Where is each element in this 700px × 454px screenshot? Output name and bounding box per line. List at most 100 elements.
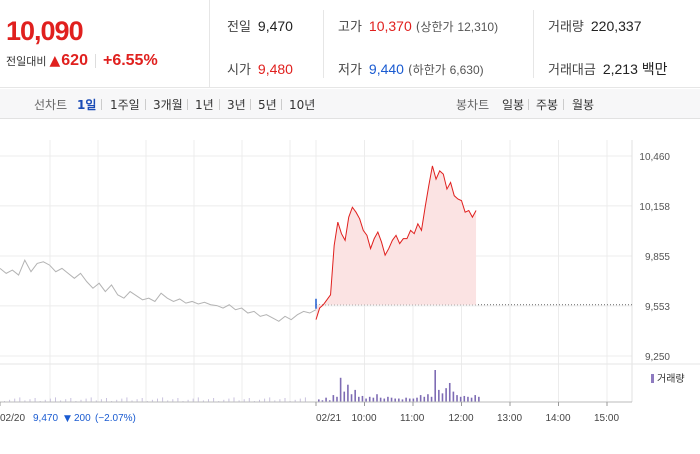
volume-bar (151, 399, 153, 402)
volume-bar (383, 398, 386, 402)
volume-bar (264, 398, 266, 402)
volume-bar (445, 388, 447, 402)
candle-weekly[interactable]: 주봉 (536, 98, 559, 112)
volume-bar (318, 399, 320, 402)
volume-bar (325, 397, 327, 402)
divider (187, 99, 188, 110)
volume-bar (162, 397, 164, 402)
volume-bar (405, 397, 407, 402)
price-chart-svg: 10,460 10,158 9,855 9,553 9,250 거래량 02/21 10:00… (0, 140, 700, 424)
volume-bar (55, 397, 56, 402)
y-tick-label: 9,855 (645, 252, 670, 263)
period-3m[interactable]: 3개월 (153, 98, 183, 112)
stat-label: 거래량 (548, 20, 584, 35)
price-chart: 10,460 10,158 9,855 9,553 9,250 거래량 02/21 10:00… (0, 120, 700, 450)
volume-bar (228, 398, 230, 402)
volume-bar (100, 399, 102, 402)
prev-close-note: 9,470 (33, 413, 58, 424)
volume-bar (347, 384, 349, 402)
volume-bar (376, 394, 378, 402)
upper-limit: (상한가 12,310) (415, 20, 499, 34)
volume-bar (427, 394, 429, 402)
volume-bar (463, 395, 466, 402)
volume-bar (474, 395, 477, 402)
volume-bar (208, 399, 209, 402)
y-tick-label: 10,460 (639, 152, 670, 163)
current-price: 10,090 (6, 16, 84, 46)
y-tick-label: 9,250 (645, 352, 670, 363)
volume-bar (430, 396, 433, 402)
current-price-box: 10,090 전일대비 ▲ 620 +6.55% (0, 0, 210, 88)
volume-bar (339, 377, 342, 402)
divider (323, 10, 324, 78)
change-percent: +6.55% (102, 52, 158, 69)
divider (528, 99, 529, 110)
x-tick-label: 11:00 (400, 413, 425, 424)
divider (281, 99, 282, 110)
volume-bar (336, 396, 338, 402)
divider (219, 99, 220, 110)
period-1y[interactable]: 1년 (195, 98, 214, 112)
period-5y[interactable]: 5년 (258, 98, 277, 112)
volume-bar (95, 400, 97, 402)
volume-bar (269, 397, 271, 402)
volume-bar (419, 395, 422, 402)
volume-bar (141, 398, 143, 402)
volume-bar (354, 389, 356, 402)
quote-summary: 10,090 전일대비 ▲ 620 +6.55% 전일 9,470 시가 9,4… (0, 0, 700, 88)
stat-value: 9,480 (257, 61, 293, 77)
divider (533, 10, 534, 78)
volume-bar (49, 398, 51, 402)
volume-bar (459, 396, 462, 402)
stat-value: 220,337 (590, 18, 642, 34)
volume-bar (80, 399, 82, 402)
prev-change-pct-note: (−2.07%) (95, 413, 136, 424)
volume-bar (379, 397, 382, 402)
period-1d[interactable]: 1일 (77, 98, 97, 112)
stat-label: 거래대금 (548, 63, 596, 78)
candle-daily[interactable]: 일봉 (502, 98, 525, 112)
x-tick-label: 02/21 (316, 413, 341, 424)
volume-bar (136, 399, 138, 402)
volume-bar (274, 400, 276, 402)
volume-bar (85, 398, 87, 402)
volume-bar (233, 397, 235, 402)
volume-bar (9, 399, 11, 402)
volume-bar (44, 399, 46, 402)
volume-bar (248, 398, 250, 402)
today-area-fill (316, 165, 477, 320)
volume-bar (361, 395, 364, 402)
volume-bar (259, 399, 260, 402)
volume-bar (121, 398, 123, 402)
divider (145, 99, 146, 110)
volume-bar (328, 400, 331, 402)
change-label: 전일대비 (6, 55, 47, 68)
volume-bar (438, 389, 440, 402)
candle-monthly[interactable]: 월봉 (572, 98, 595, 112)
chart-toolbar: 선차트 1일 1주일 3개월 1년 3년 5년 10년 봉차트 일봉 주봉 월봉 (0, 89, 700, 119)
volume-bar (157, 398, 158, 402)
x-tick-label: 12:00 (449, 413, 474, 424)
volume-bar (14, 398, 16, 402)
volume-bar (192, 398, 194, 402)
period-10y[interactable]: 10년 (289, 98, 316, 112)
x-tick-label: 14:00 (546, 413, 571, 424)
x-tick-label: 13:00 (497, 413, 522, 424)
period-3y[interactable]: 3년 (227, 98, 246, 112)
volume-bar (34, 398, 36, 402)
stat-open: 시가 9,480 (227, 59, 293, 78)
volume-bar (470, 397, 473, 402)
volume-bar (202, 400, 204, 402)
volume-bar (126, 397, 128, 402)
volume-bar (478, 396, 480, 402)
volume-bar (177, 398, 179, 402)
volume-bar (321, 400, 324, 402)
volume-bar (452, 391, 455, 402)
volume-bar (401, 399, 404, 402)
stat-prev-close: 전일 9,470 (227, 16, 293, 35)
volume-bar (70, 398, 72, 402)
volume-bar (131, 400, 133, 402)
volume-bar (456, 395, 458, 402)
line-chart-label: 선차트 (34, 98, 68, 112)
period-1w[interactable]: 1주일 (110, 98, 140, 112)
